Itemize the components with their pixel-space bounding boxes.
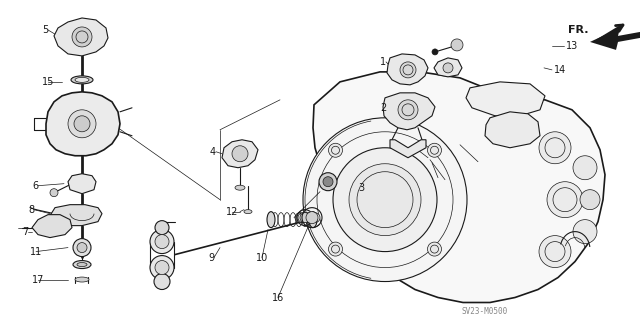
Text: 17: 17 <box>32 275 44 285</box>
Circle shape <box>68 110 96 138</box>
Polygon shape <box>390 140 426 158</box>
Circle shape <box>539 132 571 164</box>
Ellipse shape <box>267 211 275 228</box>
Circle shape <box>304 213 314 223</box>
Text: 7: 7 <box>22 226 28 237</box>
Polygon shape <box>466 82 545 116</box>
Circle shape <box>77 242 87 253</box>
Circle shape <box>319 173 337 191</box>
Circle shape <box>328 143 342 157</box>
Polygon shape <box>313 72 605 302</box>
Circle shape <box>539 236 571 268</box>
Circle shape <box>150 256 174 279</box>
Text: 2: 2 <box>380 103 387 113</box>
Text: 5: 5 <box>42 25 48 35</box>
Circle shape <box>232 146 248 162</box>
Polygon shape <box>434 58 462 77</box>
Ellipse shape <box>309 211 317 228</box>
Ellipse shape <box>244 210 252 214</box>
Text: 3: 3 <box>358 183 364 193</box>
Circle shape <box>428 242 442 256</box>
Polygon shape <box>68 174 96 194</box>
Polygon shape <box>383 93 435 130</box>
Circle shape <box>295 213 305 223</box>
Circle shape <box>573 156 597 180</box>
Ellipse shape <box>71 76 93 84</box>
Circle shape <box>155 221 169 234</box>
Circle shape <box>155 261 169 275</box>
Text: FR.: FR. <box>568 25 589 35</box>
Text: 15: 15 <box>42 77 54 87</box>
Circle shape <box>306 211 318 224</box>
Circle shape <box>328 242 342 256</box>
Circle shape <box>432 49 438 55</box>
Ellipse shape <box>73 261 91 269</box>
Text: 9: 9 <box>208 253 214 263</box>
Ellipse shape <box>235 185 245 190</box>
Text: 8: 8 <box>28 205 34 215</box>
Circle shape <box>73 239 91 256</box>
Circle shape <box>150 230 174 254</box>
Text: 6: 6 <box>32 181 38 191</box>
Circle shape <box>154 274 170 290</box>
Circle shape <box>74 116 90 132</box>
Circle shape <box>580 190 600 210</box>
Polygon shape <box>46 92 120 156</box>
Circle shape <box>50 189 58 197</box>
Text: 4: 4 <box>210 147 216 157</box>
Circle shape <box>323 177 333 187</box>
Polygon shape <box>54 18 108 56</box>
Text: 11: 11 <box>30 247 42 256</box>
Ellipse shape <box>75 277 89 282</box>
Text: 13: 13 <box>566 41 579 51</box>
Circle shape <box>547 182 583 218</box>
Text: 12: 12 <box>226 207 238 217</box>
Polygon shape <box>50 205 102 226</box>
Circle shape <box>310 213 320 223</box>
Circle shape <box>300 213 310 223</box>
Circle shape <box>301 213 311 223</box>
Circle shape <box>333 148 437 252</box>
Text: 1: 1 <box>380 57 386 67</box>
Circle shape <box>428 143 442 157</box>
Text: 10: 10 <box>256 253 268 263</box>
Ellipse shape <box>77 263 87 267</box>
Circle shape <box>443 63 453 73</box>
Ellipse shape <box>75 78 89 82</box>
Circle shape <box>72 27 92 47</box>
Text: SV23-M0500: SV23-M0500 <box>462 308 508 316</box>
Circle shape <box>573 220 597 244</box>
Polygon shape <box>387 54 428 85</box>
Polygon shape <box>222 140 258 168</box>
Circle shape <box>307 213 317 223</box>
Polygon shape <box>485 112 540 148</box>
Circle shape <box>303 118 467 282</box>
Circle shape <box>349 164 421 236</box>
Circle shape <box>398 100 418 120</box>
Text: 16: 16 <box>272 293 284 302</box>
Circle shape <box>400 62 416 78</box>
Circle shape <box>451 39 463 51</box>
Circle shape <box>155 234 169 249</box>
Polygon shape <box>590 28 640 50</box>
Circle shape <box>298 213 308 223</box>
Polygon shape <box>32 215 72 238</box>
Text: 14: 14 <box>554 65 566 75</box>
